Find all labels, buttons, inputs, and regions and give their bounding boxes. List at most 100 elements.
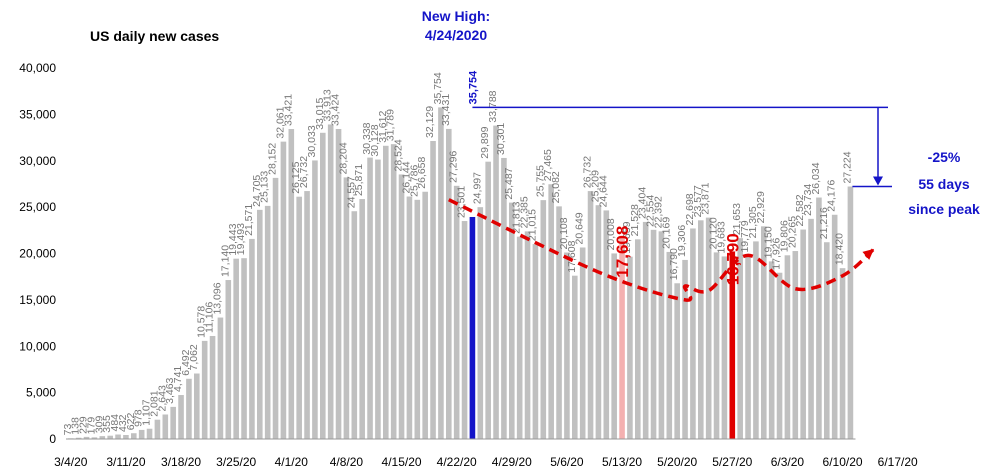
bar bbox=[406, 196, 413, 439]
data-label: 27,224 bbox=[841, 151, 853, 183]
data-label: 16,790 bbox=[668, 248, 680, 280]
bar bbox=[398, 174, 405, 440]
bar bbox=[469, 216, 476, 439]
data-label: 29,899 bbox=[479, 126, 491, 158]
data-label: 17,140 bbox=[219, 245, 231, 277]
data-label: 3,463 bbox=[164, 377, 176, 403]
bar bbox=[99, 436, 106, 439]
bar bbox=[383, 145, 389, 439]
data-label: 20,169 bbox=[660, 217, 672, 249]
bar bbox=[682, 259, 688, 439]
data-label: 19,683 bbox=[715, 221, 727, 253]
bar bbox=[335, 128, 342, 439]
data-label: 309 bbox=[93, 415, 105, 433]
bar bbox=[209, 335, 216, 439]
bar bbox=[485, 161, 491, 439]
bar bbox=[367, 157, 373, 439]
bar bbox=[186, 378, 192, 439]
bar bbox=[280, 141, 287, 440]
new-high-date: 4/24/2020 bbox=[425, 27, 487, 43]
bar bbox=[83, 436, 90, 439]
bar bbox=[658, 231, 665, 439]
bar bbox=[800, 229, 806, 439]
annotation-overlay: 35,754 17,608 16,790 bbox=[448, 70, 892, 302]
bar bbox=[753, 241, 759, 439]
y-tick-label: 35,000 bbox=[19, 107, 56, 121]
data-label: 17,926 bbox=[771, 237, 783, 269]
trend-arrowhead bbox=[862, 248, 875, 260]
bar bbox=[288, 129, 295, 440]
data-label: 26,658 bbox=[416, 156, 428, 188]
data-label: 10,578 bbox=[196, 306, 208, 338]
data-label: 28,152 bbox=[267, 143, 279, 175]
data-label: 622 bbox=[125, 413, 137, 431]
bar bbox=[540, 200, 547, 439]
data-label: 24,997 bbox=[471, 172, 483, 204]
data-label: 978 bbox=[133, 409, 145, 427]
data-label: 30,033 bbox=[306, 125, 318, 157]
data-label: 2,081 bbox=[148, 390, 160, 416]
bar bbox=[745, 255, 751, 439]
data-label: 138 bbox=[70, 417, 82, 435]
data-label: 23,577 bbox=[692, 185, 704, 217]
bar bbox=[737, 238, 743, 439]
data-label: 22,582 bbox=[794, 194, 806, 226]
bar bbox=[674, 283, 680, 439]
bar bbox=[572, 275, 578, 439]
bar bbox=[611, 253, 617, 439]
data-label: 23,734 bbox=[802, 184, 814, 216]
bar bbox=[761, 226, 767, 439]
data-label: 7,062 bbox=[188, 344, 200, 370]
change-days: 55 days bbox=[918, 176, 970, 192]
bar bbox=[91, 437, 98, 439]
data-label: 21,813 bbox=[511, 201, 523, 233]
x-tick-label: 3/4/20 bbox=[54, 455, 88, 469]
data-label: 33,015 bbox=[314, 98, 326, 130]
x-tick-label: 5/20/20 bbox=[657, 455, 697, 469]
data-label: 32,061 bbox=[274, 106, 286, 138]
y-axis: 0 5,000 10,000 15,000 20,000 25,000 30,000 35,0… bbox=[19, 61, 56, 446]
bar bbox=[162, 414, 169, 439]
bar bbox=[390, 144, 397, 439]
data-label: 22,698 bbox=[684, 193, 696, 225]
data-label: 26,125 bbox=[290, 161, 302, 193]
data-label: 25,082 bbox=[550, 171, 562, 203]
x-tick-label: 6/17/20 bbox=[878, 455, 918, 469]
change-percent: -25% bbox=[928, 149, 961, 165]
bar bbox=[839, 268, 846, 439]
bar bbox=[146, 428, 153, 439]
data-label: 31,612 bbox=[377, 111, 389, 143]
data-label: 26,732 bbox=[298, 156, 310, 188]
bar bbox=[548, 184, 554, 439]
x-tick-label: 5/13/20 bbox=[602, 455, 642, 469]
data-label: 21,528 bbox=[629, 204, 641, 236]
data-label: 32,129 bbox=[424, 106, 436, 138]
bar bbox=[233, 258, 239, 439]
bar bbox=[217, 317, 224, 439]
bar bbox=[831, 214, 838, 439]
y-tick-label: 25,000 bbox=[19, 200, 56, 214]
new-high-label: New High: bbox=[422, 8, 490, 24]
bar bbox=[115, 434, 121, 439]
bar bbox=[131, 433, 137, 439]
bar bbox=[595, 205, 602, 439]
bar bbox=[824, 242, 830, 439]
chart-title: US daily new cases bbox=[90, 28, 219, 44]
bars bbox=[68, 107, 854, 440]
data-label: 33,431 bbox=[440, 94, 452, 126]
data-label: 27,296 bbox=[448, 151, 460, 183]
bar bbox=[351, 211, 358, 439]
bar bbox=[201, 340, 208, 439]
y-tick-label: 40,000 bbox=[19, 61, 56, 75]
bar bbox=[343, 177, 350, 439]
bar bbox=[564, 252, 570, 439]
data-label: 26,732 bbox=[582, 156, 594, 188]
data-label: 432 bbox=[117, 414, 129, 432]
bar bbox=[501, 157, 507, 439]
y-tick-label: 10,000 bbox=[19, 339, 56, 353]
data-label: 19,306 bbox=[676, 225, 688, 257]
data-label: 25,209 bbox=[589, 170, 601, 202]
bar bbox=[666, 251, 673, 439]
x-tick-label: 4/22/20 bbox=[437, 455, 477, 469]
bar bbox=[375, 159, 381, 439]
